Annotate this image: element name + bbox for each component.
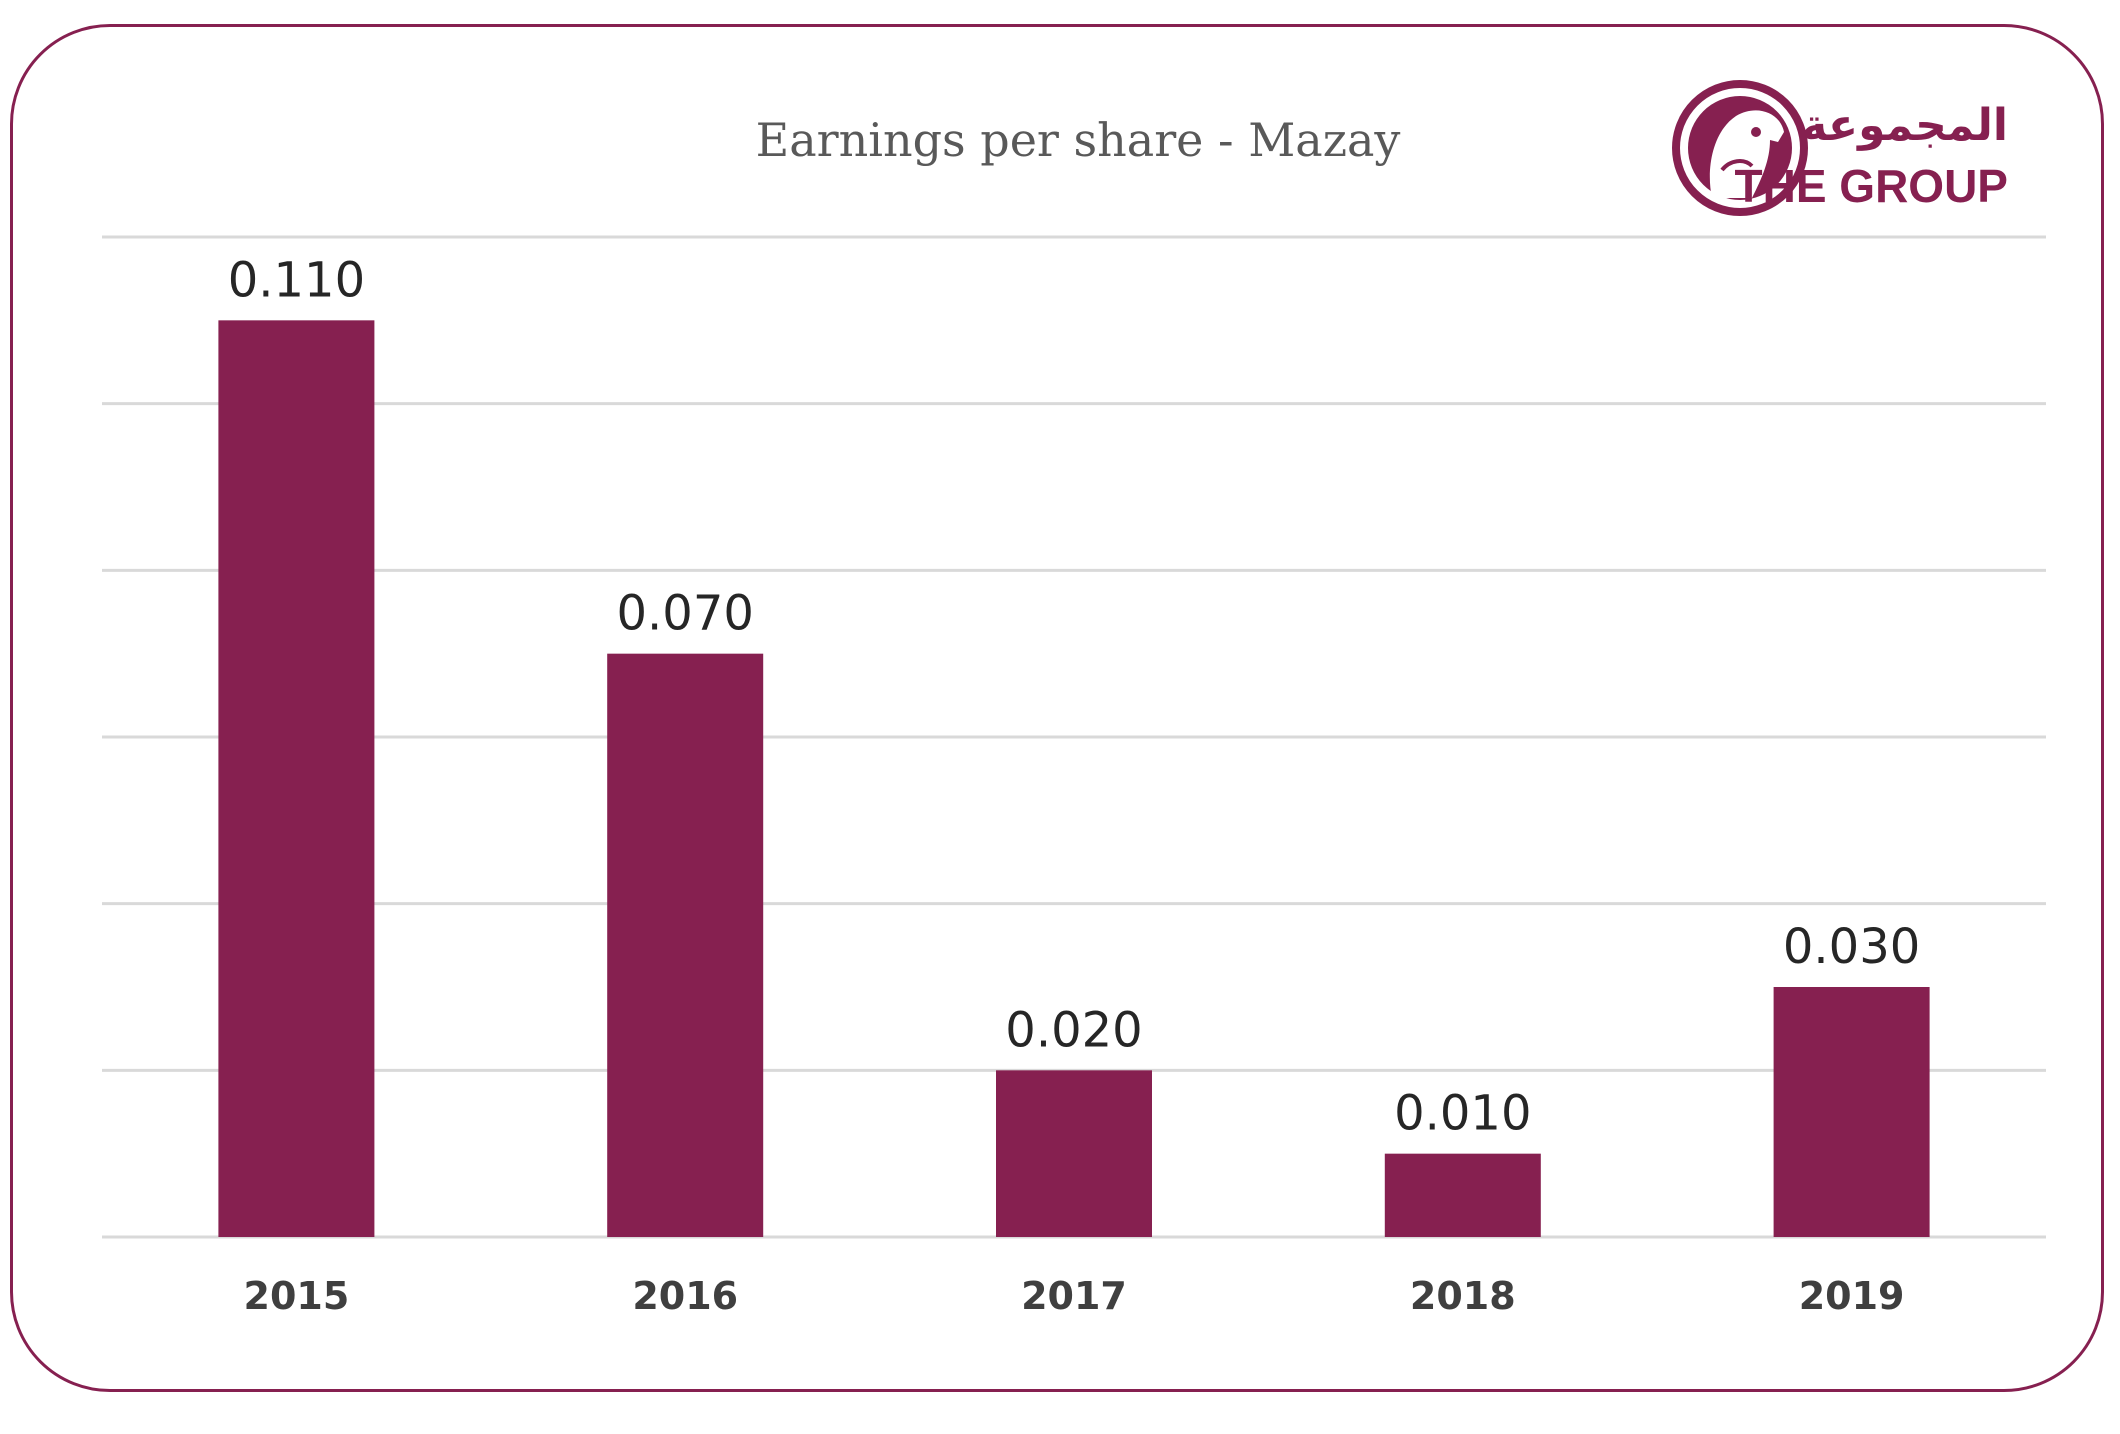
- bar-2015: [218, 320, 375, 1237]
- falcon-emblem-icon: [1672, 80, 1808, 216]
- bar-2018: [1384, 1153, 1541, 1237]
- data-label-2016: 0.070: [616, 586, 753, 642]
- bar-2017: [996, 1070, 1152, 1237]
- company-logo: المجموعة THE GROUP: [1672, 80, 2008, 216]
- data-label-2017: 0.020: [1005, 1002, 1142, 1058]
- logo-arabic-text: المجموعة: [1801, 100, 2008, 151]
- data-label-2015: 0.110: [228, 252, 365, 308]
- chart-title: Earnings per share - Mazay: [756, 113, 1401, 167]
- x-tick-label-2019: 2019: [1799, 1274, 1905, 1318]
- bar-2019: [1773, 987, 1930, 1237]
- logo-english-text: THE GROUP: [1735, 160, 2008, 212]
- x-axis-ticks: 2015 2016 2017 2018 2019: [244, 1274, 1905, 1318]
- x-tick-label-2016: 2016: [632, 1274, 738, 1318]
- bars: [218, 320, 1930, 1237]
- value-labels: 0.110 0.070 0.020 0.010 0.030: [228, 252, 1921, 1141]
- data-label-2019: 0.030: [1783, 919, 1920, 975]
- bar-2016: [607, 653, 764, 1237]
- gridlines: [102, 235, 2046, 1239]
- x-tick-label-2017: 2017: [1021, 1274, 1127, 1318]
- data-label-2018: 0.010: [1394, 1086, 1531, 1142]
- x-tick-label-2018: 2018: [1410, 1274, 1516, 1318]
- x-tick-label-2015: 2015: [244, 1274, 350, 1318]
